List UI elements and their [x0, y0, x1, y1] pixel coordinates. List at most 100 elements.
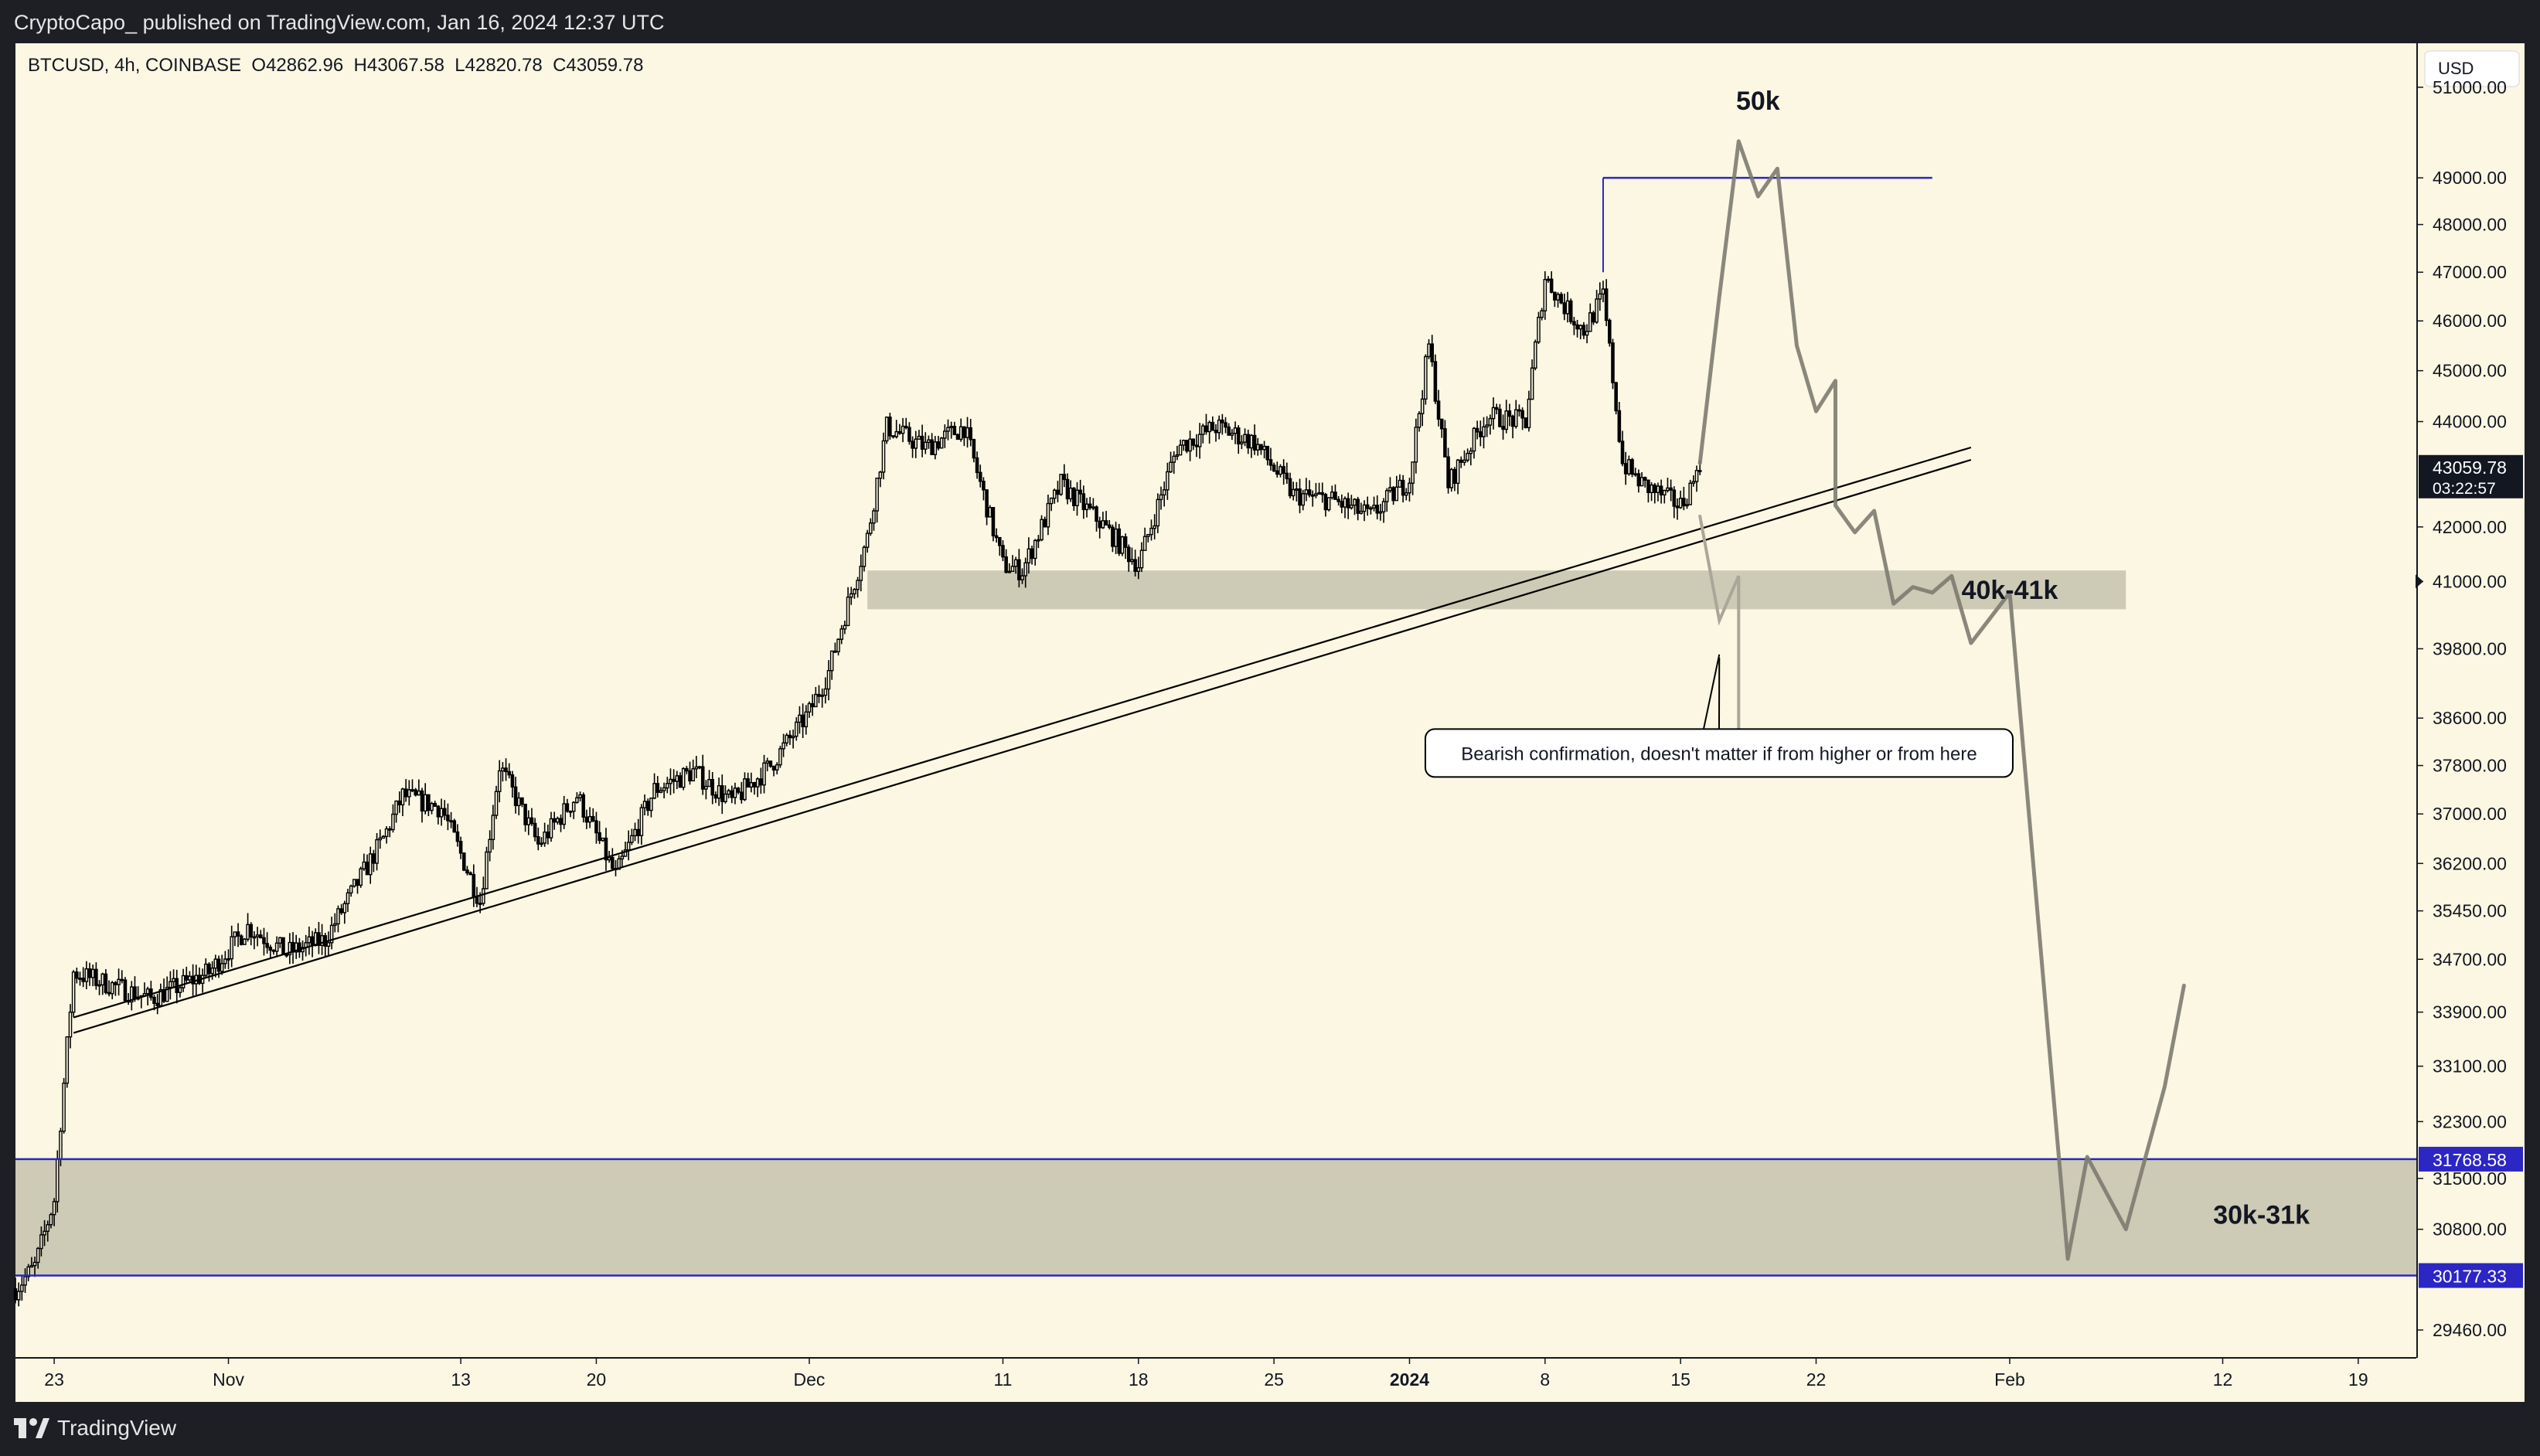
- candle: [1030, 548, 1034, 560]
- price-axis[interactable]: [2417, 43, 2525, 1358]
- candle: [1417, 413, 1422, 428]
- candle: [1282, 466, 1285, 475]
- candle: [1691, 481, 1696, 484]
- candle: [1639, 477, 1644, 487]
- candle: [375, 839, 379, 864]
- x-tick-label: 11: [994, 1369, 1013, 1390]
- candle: [1320, 492, 1325, 495]
- x-tick-label: 15: [1670, 1369, 1690, 1390]
- price-line-label[interactable]: [2419, 1146, 2523, 1172]
- candle: [626, 842, 631, 851]
- candle: [923, 441, 928, 450]
- candle: [1101, 520, 1105, 529]
- candle: [184, 975, 189, 981]
- currency-button[interactable]: [2424, 50, 2520, 87]
- candle: [1314, 493, 1318, 496]
- candle: [565, 803, 570, 812]
- candle: [584, 816, 589, 823]
- annotation-50k[interactable]: 50k: [1736, 87, 1780, 116]
- candle: [604, 837, 608, 861]
- alternate-projection-path[interactable]: [1698, 514, 1741, 732]
- footer-bar: TradingView: [0, 1402, 2540, 1456]
- candle: [169, 981, 172, 988]
- callout-box[interactable]: [1424, 728, 2014, 778]
- candle: [1146, 533, 1150, 537]
- candle-countdown: 03:22:57: [2433, 480, 2496, 498]
- candle: [1685, 504, 1689, 507]
- projection-path[interactable]: [1697, 139, 2186, 1261]
- candle: [914, 438, 918, 449]
- trendline-lower[interactable]: [73, 458, 1972, 1034]
- price-line-label[interactable]: [2419, 1263, 2523, 1288]
- candle: [394, 800, 398, 815]
- candle: [843, 624, 847, 630]
- candle: [1185, 440, 1189, 452]
- candle: [733, 788, 737, 798]
- candle: [455, 831, 460, 842]
- candle: [1033, 539, 1037, 560]
- candle: [349, 885, 353, 894]
- candle: [1149, 527, 1153, 536]
- candle: [384, 828, 389, 838]
- candle: [904, 425, 908, 428]
- candle: [1697, 470, 1702, 472]
- candle: [594, 820, 598, 834]
- candle: [1452, 468, 1457, 485]
- candle: [1304, 489, 1309, 495]
- candle: [533, 822, 537, 838]
- candle: [1614, 382, 1618, 412]
- candle: [575, 797, 579, 803]
- candle: [90, 968, 95, 978]
- candle: [552, 818, 557, 823]
- candle: [145, 988, 150, 995]
- candle: [1391, 487, 1395, 502]
- candle: [117, 978, 121, 985]
- candle: [78, 978, 82, 980]
- candle: [1513, 409, 1518, 427]
- candle: [1604, 288, 1609, 321]
- candle: [365, 861, 369, 876]
- candle: [669, 778, 672, 784]
- candle: [1004, 556, 1008, 573]
- candle: [1307, 489, 1312, 496]
- candle: [543, 831, 546, 844]
- annotation-30k-31k[interactable]: 30k-31k: [2213, 1201, 2310, 1230]
- candle: [520, 797, 524, 805]
- y-tick-label: 32300.00: [2433, 1111, 2507, 1131]
- candle: [1659, 485, 1663, 496]
- annotation-40k-41k[interactable]: 40k-41k: [1962, 576, 2058, 605]
- candle: [49, 1213, 53, 1226]
- candle: [720, 785, 724, 802]
- candle: [1582, 325, 1586, 336]
- candle: [230, 936, 233, 960]
- candle: [1592, 312, 1595, 323]
- candle: [785, 734, 789, 744]
- candle: [310, 936, 315, 947]
- candle: [1001, 545, 1005, 558]
- candle: [1126, 546, 1131, 563]
- zone-30k-31k[interactable]: [15, 1158, 2416, 1276]
- candle: [1527, 398, 1531, 429]
- candle: [1233, 427, 1238, 434]
- tradingview-logo[interactable]: TradingView: [14, 1413, 176, 1444]
- candle: [249, 924, 254, 938]
- candle: [1295, 488, 1299, 491]
- candle: [1052, 489, 1057, 499]
- candle: [946, 427, 950, 432]
- candle: [1623, 463, 1628, 475]
- candle: [65, 1036, 70, 1084]
- callout-pointer: [1702, 654, 1721, 730]
- last-price-label[interactable]: [2419, 454, 2523, 498]
- trendline-upper[interactable]: [73, 446, 1972, 1019]
- candle: [516, 797, 521, 807]
- currency-label[interactable]: USD: [2438, 59, 2474, 78]
- candle: [1007, 570, 1012, 573]
- time-axis[interactable]: [15, 1358, 2416, 1402]
- candle: [849, 593, 853, 598]
- candle: [1236, 427, 1241, 445]
- candle: [546, 831, 550, 839]
- candle: [1372, 505, 1376, 509]
- callout-text[interactable]: Bearish confirmation, doesn't matter if …: [1461, 743, 1977, 764]
- candle: [659, 790, 663, 793]
